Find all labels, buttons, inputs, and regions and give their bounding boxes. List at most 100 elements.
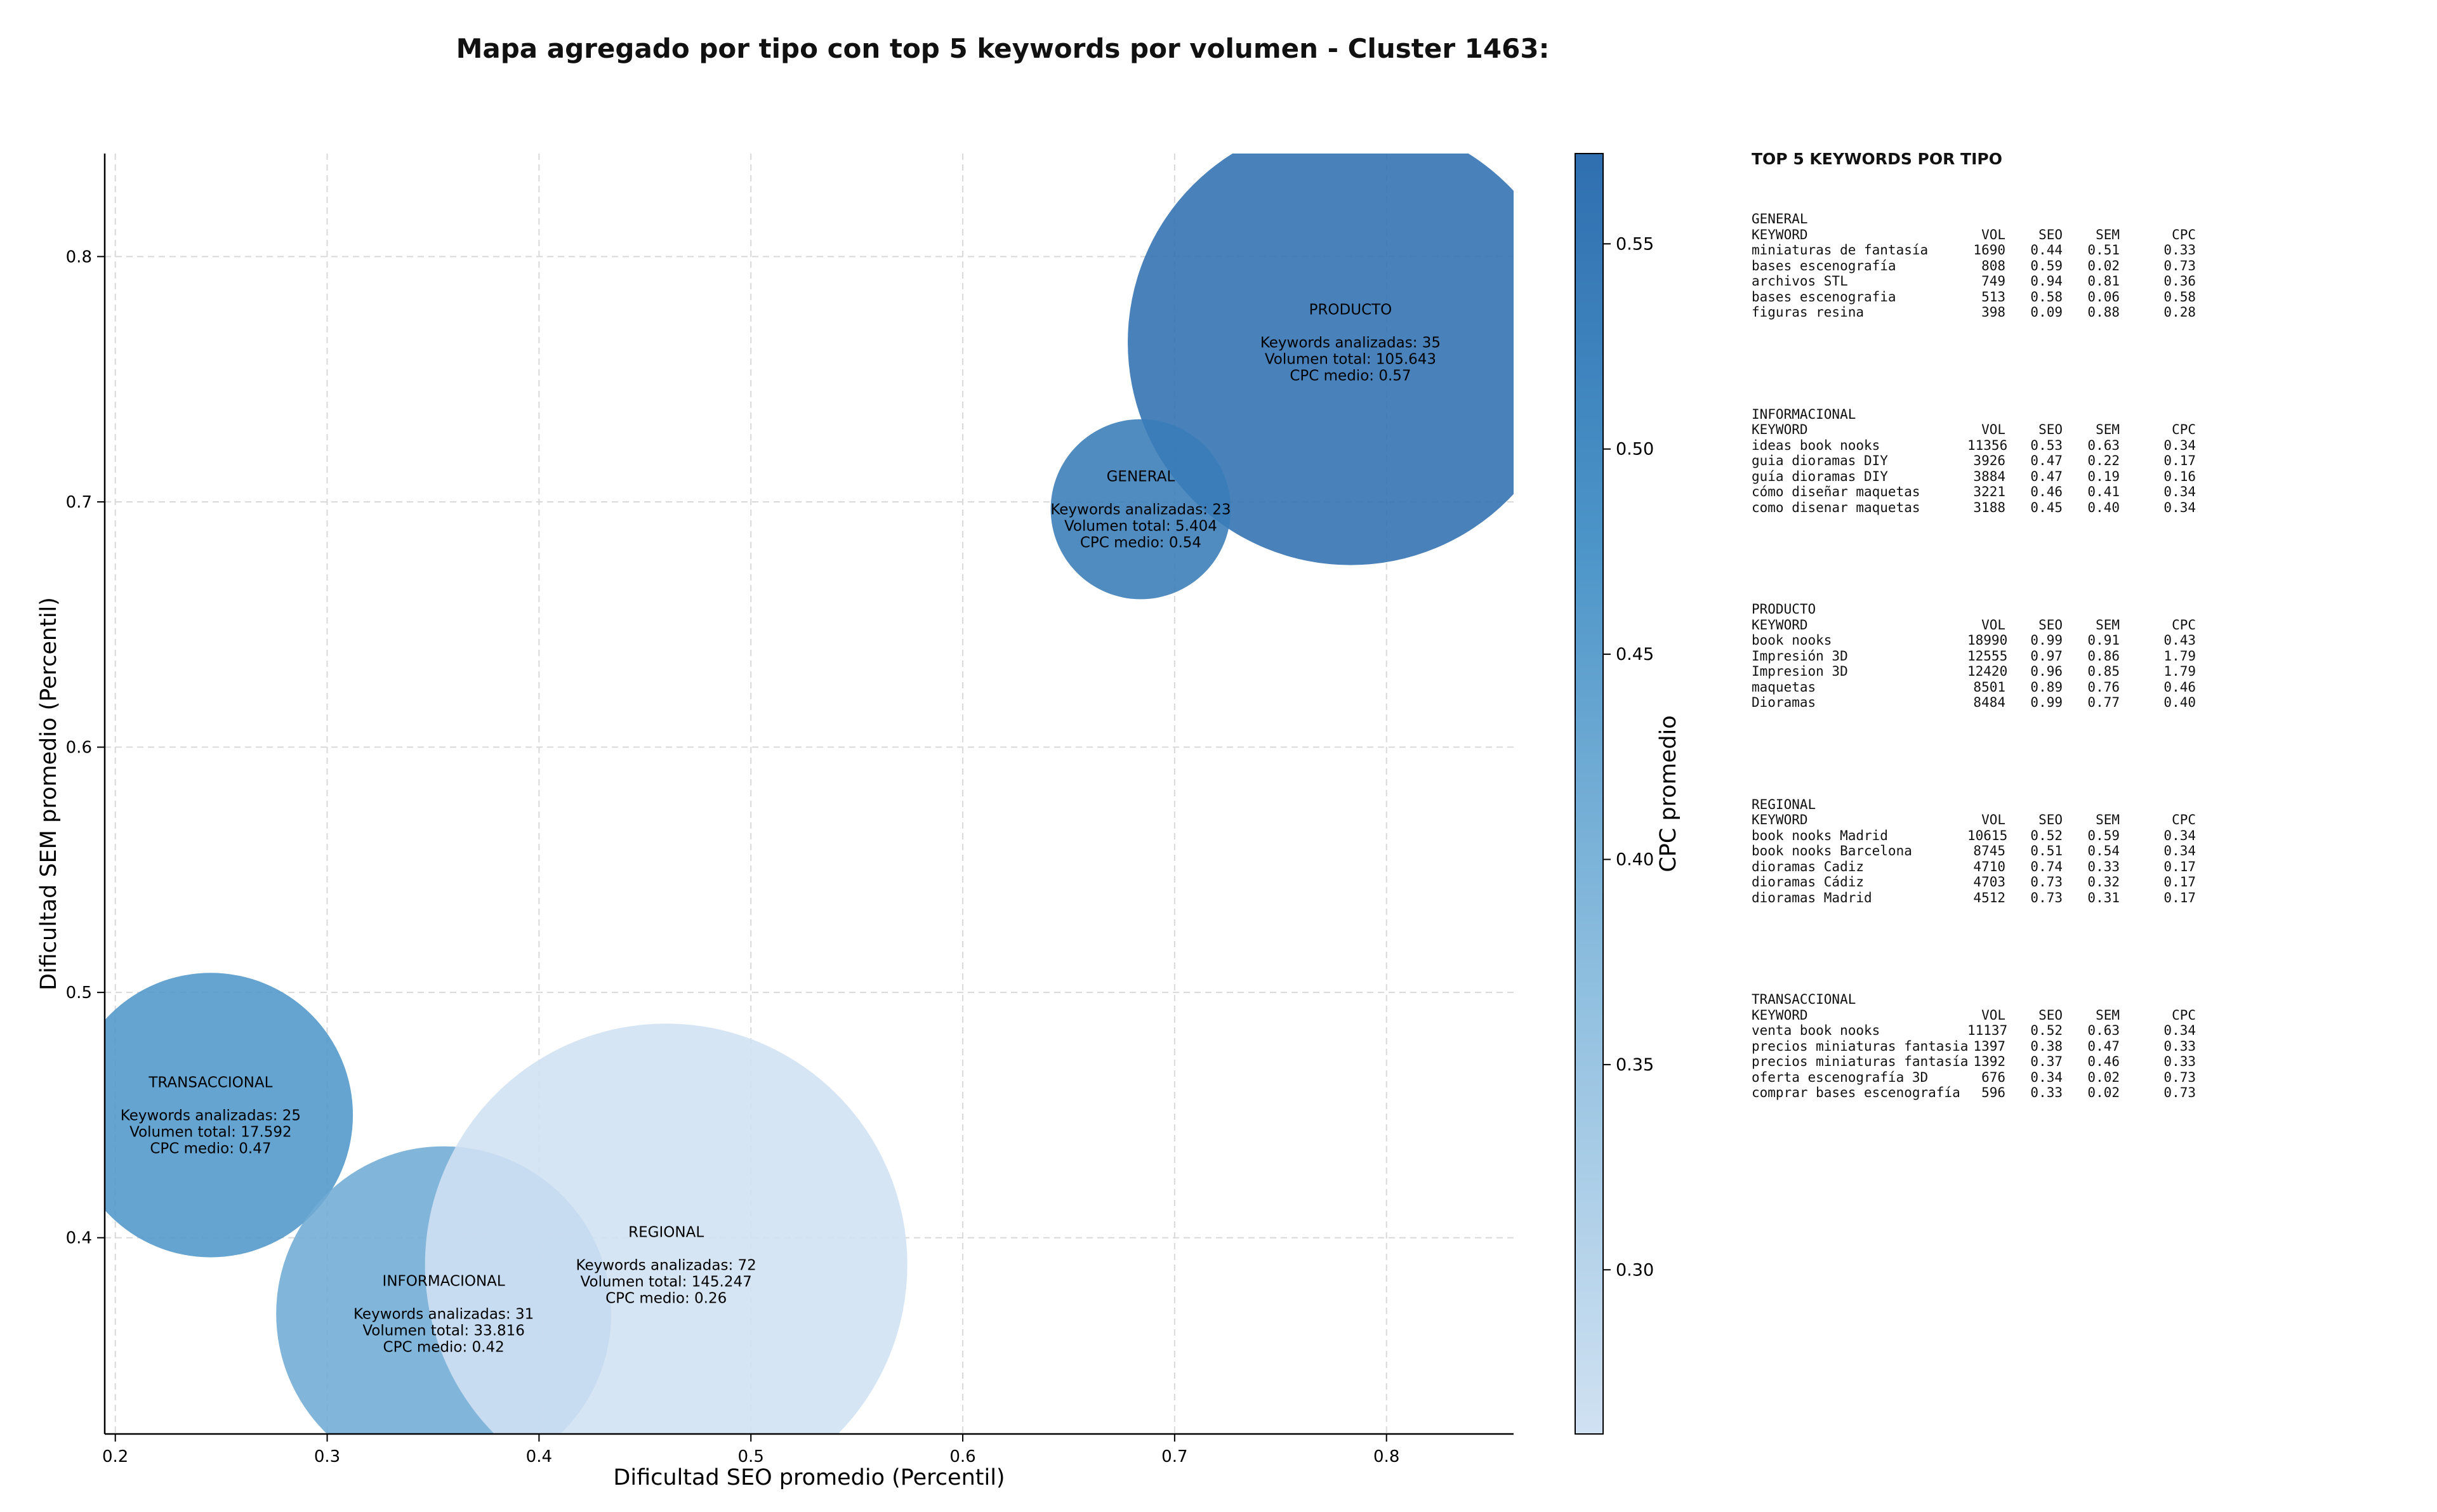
colorbar-gradient	[1575, 153, 1604, 1435]
cell-vol: 3884	[1973, 468, 2005, 484]
x-tick-label: 0.8	[1373, 1447, 1399, 1466]
cell-cpc: 0.16	[2163, 468, 2196, 484]
cell-keyword: figuras resina	[1752, 305, 1865, 320]
cell-vol: VOL	[1981, 422, 2005, 437]
colorbar-label: CPC promedio	[1656, 715, 1681, 872]
cell-cpc: 1.79	[2163, 648, 2196, 664]
cell-vol: 1690	[1973, 242, 2005, 258]
cell-sem: 0.51	[2087, 242, 2120, 258]
cell-seo: 0.73	[2030, 890, 2063, 905]
cell-vol: 676	[1981, 1069, 2005, 1085]
table-row: figuras resina 398 0.09 0.88 0.28	[1752, 305, 2424, 320]
cell-vol: 3188	[1973, 499, 2005, 515]
table-header-row: KEYWORD VOL SEO SEM CPC	[1752, 812, 2424, 828]
cell-cpc: 0.73	[2163, 1069, 2196, 1085]
cell-sem: SEM	[2096, 227, 2120, 242]
cell-keyword: KEYWORD	[1752, 617, 1808, 633]
cell-sem: 0.63	[2087, 1023, 2120, 1038]
bubble-volume-total: Volumen total: 105.643	[1265, 352, 1436, 368]
cell-sem: 0.88	[2087, 305, 2120, 320]
keyword-section-informacional: INFORMACIONAL KEYWORD VOL SEO SEM CPC ideas bo…	[1752, 407, 2424, 516]
cell-cpc: 0.17	[2163, 858, 2196, 874]
cell-sem: 0.47	[2087, 1038, 2120, 1054]
keyword-section-transaccional: TRANSACCIONAL KEYWORD VOL SEO SEM CPC venta bo…	[1752, 992, 2424, 1101]
cell-sem: 0.46	[2087, 1054, 2120, 1069]
bubble-producto	[1128, 154, 1514, 565]
bubble-label: PRODUCTO	[1309, 302, 1392, 319]
cell-vol: 1397	[1973, 1038, 2005, 1054]
bubble-keywords-count: Keywords analizadas: 23	[1050, 502, 1231, 518]
cell-cpc: 0.46	[2163, 679, 2196, 695]
colorbar-tick-label: 0.35	[1616, 1055, 1654, 1075]
cell-vol: 11356	[1967, 437, 2008, 453]
cell-vol: 8745	[1973, 843, 2005, 858]
cell-sem: 0.91	[2087, 633, 2120, 648]
bubble-transaccional	[105, 973, 353, 1258]
cell-keyword: book nooks	[1752, 633, 1832, 648]
table-header-row: KEYWORD VOL SEO SEM CPC	[1752, 1008, 2424, 1023]
x-axis-label: Dificultad SEO promedio (Percentil)	[613, 1465, 1005, 1490]
bubble-cpc-medio: CPC medio: 0.26	[605, 1290, 727, 1306]
cell-vol: 4512	[1973, 890, 2005, 905]
cell-seo: 0.37	[2030, 1054, 2063, 1069]
cell-keyword: precios miniaturas fantasia	[1752, 1038, 1969, 1054]
cell-keyword: dioramas Madrid	[1752, 890, 1872, 905]
bubble-keywords-count: Keywords analizadas: 35	[1260, 335, 1441, 352]
section-title: PRODUCTO	[1752, 602, 1816, 617]
cell-vol: 12420	[1967, 664, 2008, 679]
section-title: INFORMACIONAL	[1752, 406, 1856, 422]
cell-cpc: 0.34	[2163, 484, 2196, 499]
colorbar-tick-label: 0.40	[1616, 850, 1654, 869]
cell-keyword: maquetas	[1752, 679, 1816, 695]
bubble-general	[1050, 419, 1231, 600]
keyword-section-regional: REGIONAL KEYWORD VOL SEO SEM CPC book nooks Ma…	[1752, 797, 2424, 906]
y-tick-label: 0.8	[66, 247, 92, 266]
cell-keyword: bases escenografía	[1752, 258, 1896, 273]
colorbar-tick-label: 0.50	[1616, 440, 1654, 459]
top-keywords-panel: TOP 5 KEYWORDS POR TIPO GENERAL KEYWORD VO…	[1752, 150, 2424, 1101]
cell-cpc: 1.79	[2163, 664, 2196, 679]
cell-cpc: 0.43	[2163, 633, 2196, 648]
table-row: Impresion 3D 12420 0.96 0.85 1.79	[1752, 664, 2424, 680]
cell-vol: 8501	[1973, 679, 2005, 695]
cell-sem: 0.02	[2087, 1069, 2120, 1085]
cell-seo: 0.74	[2030, 858, 2063, 874]
bubble-cpc-medio: CPC medio: 0.54	[1080, 535, 1201, 551]
cell-seo: SEO	[2038, 1007, 2063, 1023]
table-row: dioramas Madrid 4512 0.73 0.31 0.17	[1752, 890, 2424, 906]
cell-cpc: 0.73	[2163, 258, 2196, 273]
table-row: archivos STL 749 0.94 0.81 0.36	[1752, 273, 2424, 289]
cell-keyword: miniaturas de fantasía	[1752, 242, 1929, 258]
bubble-label: INFORMACIONAL	[383, 1273, 505, 1290]
panel-title: TOP 5 KEYWORDS POR TIPO	[1752, 150, 2002, 168]
cell-seo: 0.51	[2030, 843, 2063, 858]
cell-cpc: 0.33	[2163, 242, 2196, 258]
table-row: precios miniaturas fantasia 1397 0.38 0.47 0…	[1752, 1039, 2424, 1055]
cell-cpc: 0.36	[2163, 273, 2196, 289]
table-header-row: KEYWORD VOL SEO SEM CPC	[1752, 422, 2424, 438]
cell-keyword: KEYWORD	[1752, 227, 1808, 242]
cell-sem: 0.81	[2087, 273, 2120, 289]
cell-sem: SEM	[2096, 812, 2120, 827]
cell-seo: 0.34	[2030, 1069, 2063, 1085]
cell-seo: SEO	[2038, 227, 2063, 242]
section-title: GENERAL	[1752, 211, 1808, 227]
cell-vol: 4710	[1973, 858, 2005, 874]
cell-cpc: CPC	[2172, 812, 2196, 827]
x-tick-label: 0.6	[949, 1447, 975, 1466]
table-header-row: KEYWORD VOL SEO SEM CPC	[1752, 617, 2424, 633]
cell-sem: 0.32	[2087, 874, 2120, 890]
table-row: bases escenografia 513 0.58 0.06 0.58	[1752, 289, 2424, 305]
table-row: como disenar maquetas 3188 0.45 0.40 0.34	[1752, 500, 2424, 516]
bubble-keywords-count: Keywords analizadas: 31	[353, 1306, 534, 1323]
bubble-keywords-count: Keywords analizadas: 72	[576, 1257, 756, 1273]
chart-title: Mapa agregado por tipo con top 5 keyword…	[456, 33, 1550, 64]
cell-cpc: 0.28	[2163, 305, 2196, 320]
section-title: REGIONAL	[1752, 796, 1816, 812]
cell-keyword: KEYWORD	[1752, 422, 1808, 437]
table-row: maquetas 8501 0.89 0.76 0.46	[1752, 680, 2424, 695]
y-tick-label: 0.7	[66, 493, 92, 512]
cell-vol: 3221	[1973, 484, 2005, 499]
cell-vol: 18990	[1967, 633, 2008, 648]
